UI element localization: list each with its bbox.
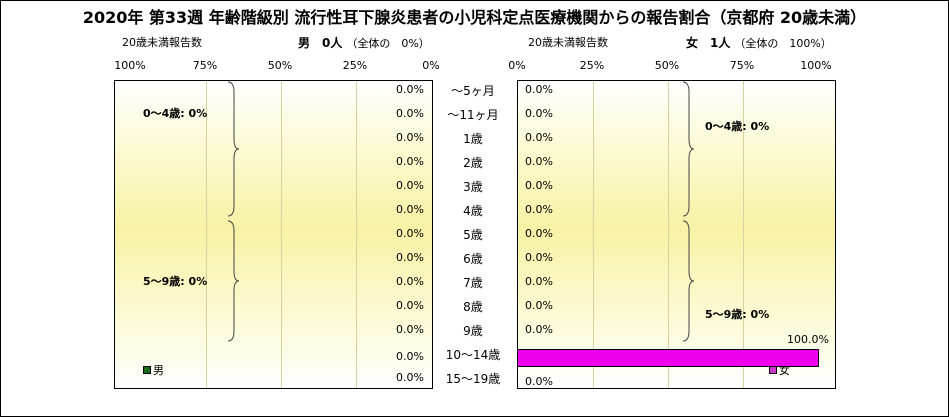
- male-value-label: 0.0%: [396, 155, 424, 168]
- male-value-label: 0.0%: [396, 299, 424, 312]
- male-value-label: 0.0%: [396, 179, 424, 192]
- age-label: ～5ヶ月: [451, 84, 495, 98]
- female-value-label: 0.0%: [525, 251, 553, 264]
- age-label: 2歳: [463, 156, 483, 170]
- male-value-label: 0.0%: [396, 83, 424, 96]
- female-value-label: 0.0%: [525, 323, 553, 336]
- female-value-label: 0.0%: [525, 107, 553, 120]
- female-value-label: 100.0%: [787, 333, 829, 346]
- left-sex-label: 男 0人 （全体の 0%）: [298, 34, 430, 51]
- right-brace-label-0-4: 0～4歳: 0%: [705, 120, 770, 133]
- left-brace-label-0-4: 0～4歳: 0%: [143, 107, 208, 120]
- right-brace-0-4: [682, 81, 695, 217]
- age-label: 7歳: [463, 276, 483, 290]
- female-value-label: 0.0%: [525, 131, 553, 144]
- left-plot-area: [114, 80, 433, 389]
- age-label: 3歳: [463, 180, 483, 194]
- female-value-label: 0.0%: [525, 179, 553, 192]
- male-value-label: 0.0%: [396, 350, 424, 363]
- female-value-label: 0.0%: [525, 83, 553, 96]
- right-tick-0: 0%: [508, 59, 526, 72]
- left-sex-count: 男 0人: [298, 36, 343, 50]
- right-tick-25: 25%: [579, 59, 605, 72]
- right-brace-5-9: [682, 220, 695, 342]
- left-tick-50: 50%: [267, 59, 293, 72]
- legend-male-label: 男: [153, 364, 164, 377]
- right-brace-label-5-9: 5～9歳: 0%: [705, 308, 770, 321]
- bar-female: [517, 349, 819, 367]
- male-value-label: 0.0%: [396, 251, 424, 264]
- male-value-label: 0.0%: [396, 227, 424, 240]
- left-gridline: [281, 81, 282, 388]
- female-value-label: 0.0%: [525, 203, 553, 216]
- left-gridline: [206, 81, 207, 388]
- left-brace-0-4: [227, 81, 240, 217]
- legend-male: 男: [143, 362, 164, 378]
- left-gridline: [356, 81, 357, 388]
- right-sex-label: 女 1人 （全体の 100%）: [686, 34, 832, 51]
- male-value-label: 0.0%: [396, 131, 424, 144]
- age-label: 1歳: [463, 132, 483, 146]
- age-label: 8歳: [463, 300, 483, 314]
- right-sub-label: 20歳未満報告数: [528, 36, 608, 49]
- right-tick-75: 75%: [729, 59, 755, 72]
- age-label: 15～19歳: [445, 372, 501, 386]
- legend-female-swatch: [769, 366, 777, 374]
- left-tick-0: 0%: [422, 59, 440, 72]
- right-share-label: （全体の 100%）: [734, 37, 832, 50]
- male-value-label: 0.0%: [396, 371, 424, 384]
- age-label: 5歳: [463, 228, 483, 242]
- female-value-label: 0.0%: [525, 375, 553, 388]
- right-gridline: [668, 81, 669, 388]
- chart-title: 2020年 第33週 年齢階級別 流行性耳下腺炎患者の小児科定点医療機関からの報…: [82, 8, 867, 27]
- right-sex-count: 女 1人: [686, 36, 731, 50]
- left-tick-100: 100%: [114, 59, 146, 72]
- female-value-label: 0.0%: [525, 227, 553, 240]
- female-value-label: 0.0%: [525, 275, 553, 288]
- age-label: ～11ヶ月: [447, 108, 499, 122]
- right-plot-area: [517, 80, 836, 389]
- male-value-label: 0.0%: [396, 203, 424, 216]
- left-share-label: （全体の 0%）: [346, 37, 430, 50]
- right-tick-50: 50%: [654, 59, 680, 72]
- male-value-label: 0.0%: [396, 107, 424, 120]
- legend-female-label: 女: [779, 364, 790, 377]
- legend-male-swatch: [143, 366, 151, 374]
- left-tick-75: 75%: [192, 59, 218, 72]
- left-sub-label: 20歳未満報告数: [122, 36, 202, 49]
- male-value-label: 0.0%: [396, 275, 424, 288]
- male-value-label: 0.0%: [396, 323, 424, 336]
- age-label: 6歳: [463, 252, 483, 266]
- age-label: 10～14歳: [445, 348, 501, 362]
- age-label: 9歳: [463, 324, 483, 338]
- right-tick-100: 100%: [800, 59, 832, 72]
- right-gridline: [593, 81, 594, 388]
- left-tick-25: 25%: [342, 59, 368, 72]
- age-label: 4歳: [463, 204, 483, 218]
- left-brace-label-5-9: 5～9歳: 0%: [143, 275, 208, 288]
- female-value-label: 0.0%: [525, 299, 553, 312]
- left-brace-5-9: [227, 220, 240, 342]
- female-value-label: 0.0%: [525, 155, 553, 168]
- right-gridline: [743, 81, 744, 388]
